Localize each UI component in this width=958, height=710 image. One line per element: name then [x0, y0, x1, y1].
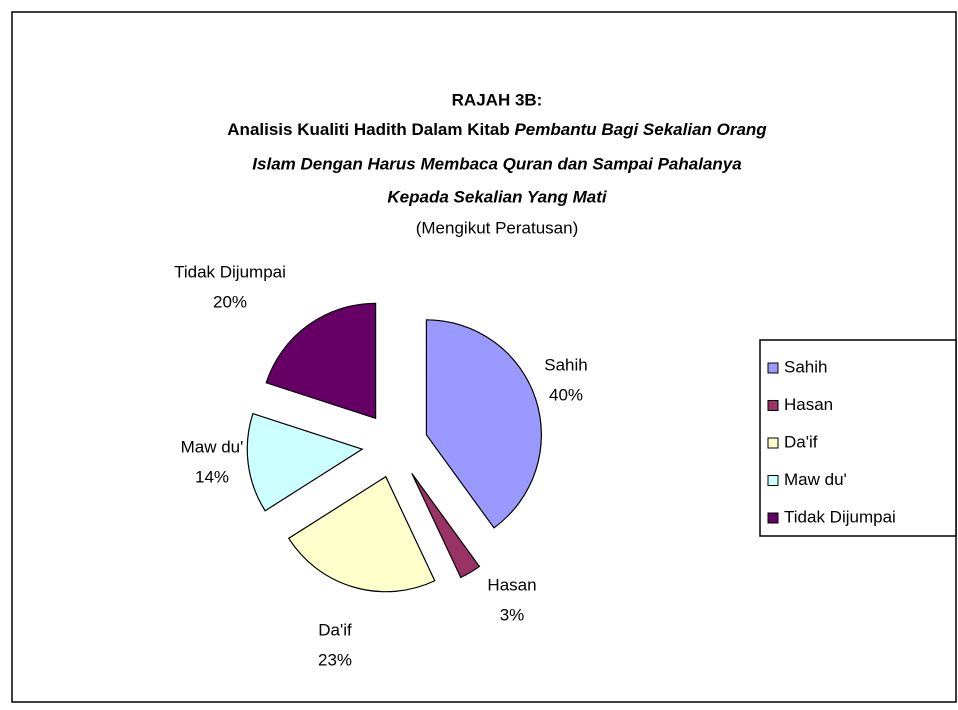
slice-value-label: 20% — [213, 292, 247, 311]
pie-slice — [411, 473, 481, 579]
chart-subtitle: (Mengikut Peratusan) — [416, 218, 579, 237]
legend-label: Tidak Dijumpai — [784, 507, 896, 526]
slice-value-label: 3% — [500, 605, 525, 624]
legend-label: Da'if — [784, 432, 818, 451]
pie-slice — [425, 319, 542, 529]
slice-label: Tidak Dijumpai — [174, 262, 286, 281]
slice-label: Hasan — [487, 575, 536, 594]
legend-swatch — [767, 475, 779, 486]
slice-value-label: 14% — [195, 467, 229, 486]
legend-swatch — [767, 512, 779, 524]
legend-swatch — [767, 437, 779, 449]
legend-label: Maw du' — [784, 470, 847, 489]
legend-label: Hasan — [784, 395, 833, 414]
slice-value-label: 40% — [549, 385, 583, 404]
slice-label: Maw du' — [181, 437, 244, 456]
legend-label: Sahih — [784, 357, 827, 376]
chart-subtitle: Kepada Sekalian Yang Mati — [387, 187, 607, 206]
slice-value-label: 23% — [318, 650, 352, 669]
pie-slice — [246, 412, 364, 512]
legend-swatch — [767, 362, 779, 374]
pie-slice — [287, 475, 436, 593]
subtitle-part: Pembantu Bagi Sekalian Orang — [514, 120, 767, 139]
legend-box — [759, 339, 957, 537]
slice-label: Da'if — [318, 620, 352, 639]
chart-subtitle: Analisis Kualiti Hadith Dalam Kitab Pemb… — [227, 120, 767, 139]
pie-slice — [265, 302, 377, 420]
slice-label: Sahih — [544, 355, 587, 374]
chart-subtitle: Islam Dengan Harus Membaca Quran dan Sam… — [252, 154, 741, 173]
subtitle-part: Analisis Kualiti Hadith Dalam Kitab — [227, 120, 514, 139]
legend-swatch — [767, 400, 779, 411]
chart-title: RAJAH 3B: — [452, 90, 543, 109]
